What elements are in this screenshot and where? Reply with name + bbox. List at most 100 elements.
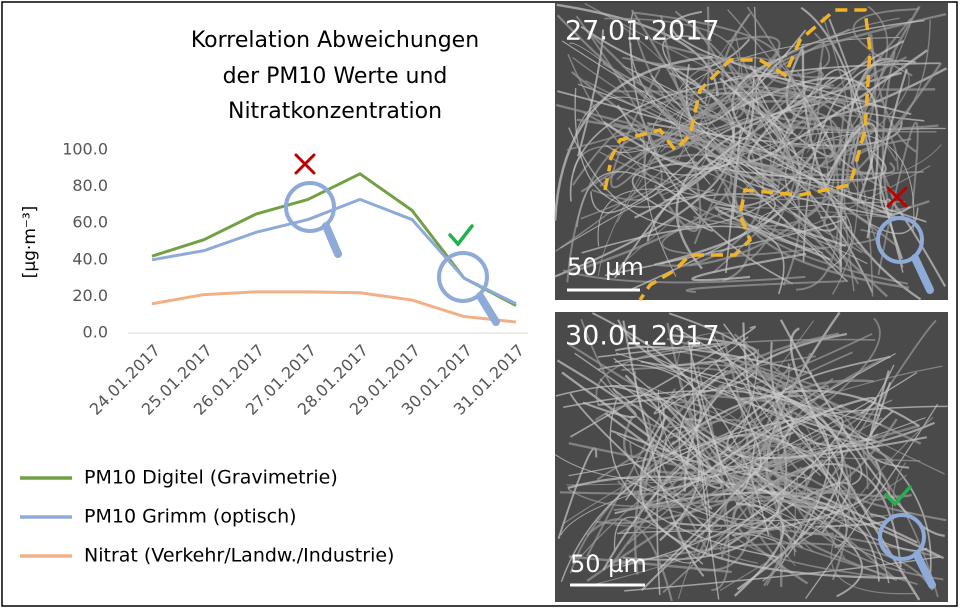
fiber: [617, 352, 812, 509]
fiber: [750, 75, 794, 167]
image-date: 27.01.2017: [565, 16, 720, 47]
fiber: [604, 215, 847, 277]
fiber: [677, 484, 837, 600]
fiber: [677, 65, 937, 133]
legend-label: PM10 Digitel (Gravimetrie): [84, 467, 338, 489]
fiber: [690, 427, 814, 553]
fiber: [758, 201, 905, 254]
fiber: [646, 346, 882, 426]
fiber: [671, 10, 912, 116]
fiber: [613, 357, 803, 529]
fiber: [574, 352, 928, 552]
fiber: [723, 442, 921, 462]
fiber: [671, 389, 921, 446]
scale-label: 50 µm: [567, 253, 644, 281]
fiber: [656, 62, 942, 267]
fiber: [865, 410, 910, 469]
fiber: [595, 338, 876, 407]
fiber: [663, 144, 942, 184]
fiber: [714, 206, 847, 261]
fiber: [885, 198, 947, 287]
fiber: [869, 370, 892, 437]
magnifier: [437, 251, 489, 303]
fiber: [830, 416, 934, 595]
fiber: [696, 423, 782, 558]
fiber: [731, 76, 879, 200]
fiber: [614, 505, 723, 532]
fiber: [659, 371, 918, 492]
fiber: [568, 127, 790, 228]
fiber: [723, 399, 893, 577]
magnifier: [878, 513, 926, 561]
fiber: [555, 385, 665, 501]
fiber: [622, 32, 831, 77]
fiber: [687, 340, 756, 493]
fiber: [581, 225, 785, 295]
fiber: [719, 512, 913, 564]
fiber: [685, 29, 807, 126]
fiber: [634, 344, 939, 598]
fiber: [569, 392, 713, 534]
chart-title: der PM10 Werte und: [223, 64, 448, 89]
fiber: [613, 489, 856, 512]
series-line: [151, 290, 517, 324]
fiber: [616, 88, 897, 181]
fiber: [677, 399, 783, 543]
magnifier: [913, 551, 936, 589]
scale-label: 50 µm: [570, 550, 647, 578]
fiber: [573, 445, 827, 565]
fiber: [766, 463, 852, 586]
fiber: [609, 398, 779, 558]
fiber: [605, 6, 757, 176]
fiber: [881, 51, 896, 199]
fiber: [561, 40, 886, 202]
fiber: [568, 555, 732, 574]
magnifier: [322, 222, 342, 258]
fiber: [719, 474, 907, 592]
magnifier: [911, 254, 934, 294]
fiber: [681, 91, 813, 156]
fiber: [679, 91, 886, 185]
fiber: [553, 55, 713, 221]
fiber: [576, 118, 733, 271]
fiber: [706, 56, 796, 164]
highlight-outline: [603, 8, 872, 301]
fiber: [763, 319, 937, 587]
fiber: [718, 207, 916, 252]
y-tick-label: 80.0: [72, 176, 108, 195]
fiber: [741, 161, 825, 251]
legend-label: Nitrat (Verkehr/Landw./Industrie): [84, 545, 394, 567]
y-tick-label: 100.0: [62, 140, 108, 159]
fiber: [609, 385, 814, 455]
fiber: [566, 96, 693, 151]
fiber: [657, 419, 795, 571]
fiber: [560, 131, 915, 249]
magnifier: [476, 292, 500, 326]
fiber: [685, 280, 846, 294]
fiber: [712, 334, 821, 477]
fiber: [715, 384, 802, 509]
fiber: [726, 356, 843, 395]
fiber: [639, 416, 907, 580]
fiber: [661, 185, 820, 256]
fiber: [572, 32, 743, 130]
fiber: [611, 170, 728, 273]
fiber: [627, 385, 829, 545]
fiber: [826, 122, 879, 239]
cross-icon: [294, 153, 316, 175]
fiber: [891, 462, 907, 521]
fiber: [610, 429, 864, 598]
magnifier: [284, 181, 336, 233]
fiber: [622, 364, 895, 567]
fiber: [719, 65, 794, 135]
y-axis-label: [µg·m⁻³]: [20, 206, 40, 279]
fiber: [631, 161, 714, 233]
fiber: [852, 8, 920, 77]
fiber: [653, 336, 749, 415]
fiber: [646, 40, 905, 242]
fiber: [762, 379, 874, 553]
check-icon: [884, 485, 912, 507]
fiber: [733, 502, 785, 597]
fiber: [614, 491, 880, 582]
